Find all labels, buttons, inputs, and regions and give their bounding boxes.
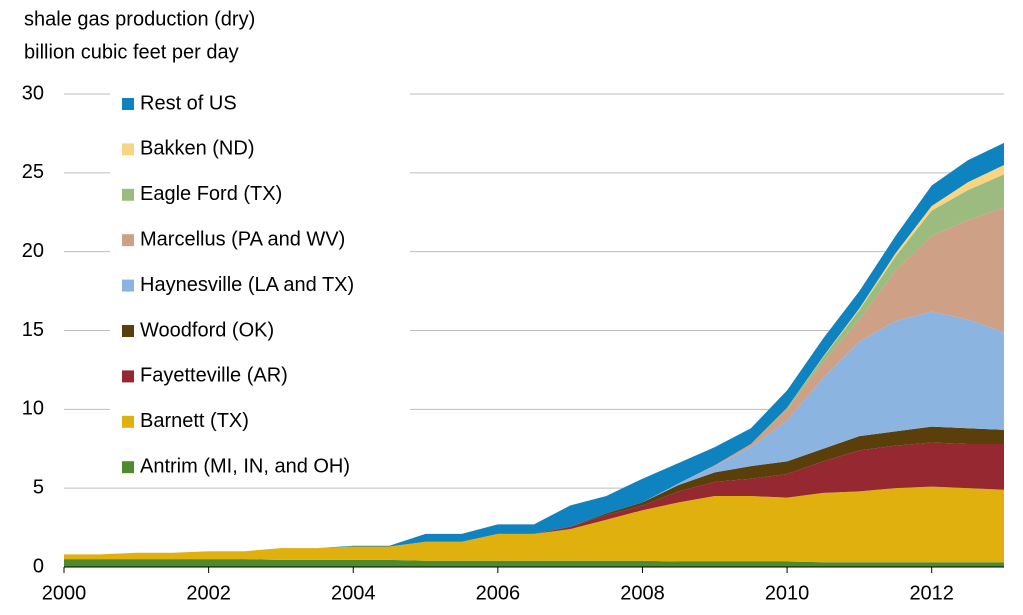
legend-label: Rest of US (140, 92, 237, 114)
legend-swatch (122, 98, 134, 110)
legend-label: Barnett (TX) (140, 410, 249, 432)
legend-swatch (122, 415, 134, 428)
legend-label: Marcellus (PA and WV) (140, 228, 345, 250)
legend-label: Woodford (OK) (140, 319, 274, 341)
area (64, 486, 1004, 563)
legend-label: Antrim (MI, IN, and OH) (140, 455, 350, 477)
x-tick-label: 2012 (909, 582, 954, 604)
legend-swatch (122, 279, 134, 292)
y-tick-label: 0 (33, 555, 44, 577)
y-tick-label: 15 (22, 319, 44, 341)
x-tick-label: 2010 (765, 582, 810, 604)
legend-swatch (122, 143, 134, 156)
area (64, 442, 1004, 555)
chart-subtitle: billion cubic feet per day (24, 41, 239, 63)
legend-swatch (122, 188, 134, 201)
x-tick-label: 2008 (620, 582, 665, 604)
areas (64, 142, 1004, 567)
legend: Rest of US Bakken (ND) Eagle Ford (TX) Marc… (110, 86, 410, 484)
axes: 0 5 10 15 20 25 30 2000 2002 2004 2006 2008 2010 2012 (22, 82, 1004, 604)
area (64, 559, 1004, 567)
legend-label: Bakken (ND) (140, 138, 254, 160)
legend-swatch (122, 234, 134, 247)
area (64, 207, 1004, 555)
legend-swatch (122, 370, 134, 383)
y-tick-label: 10 (22, 398, 44, 420)
x-tick-label: 2002 (186, 582, 231, 604)
legend-label: Haynesville (LA and TX) (140, 274, 354, 296)
legend-background (110, 86, 410, 484)
legend-label: Fayetteville (AR) (140, 365, 288, 387)
y-tick-label: 30 (22, 82, 44, 104)
legend-label: Eagle Ford (TX) (140, 183, 282, 205)
area (64, 426, 1004, 555)
x-tick-label: 2004 (331, 582, 376, 604)
y-tick-label: 5 (33, 476, 44, 498)
legend-swatch (122, 325, 134, 337)
chart-title: shale gas production (dry) (24, 8, 255, 30)
x-tick-label: 2006 (476, 582, 521, 604)
y-tick-label: 25 (22, 161, 44, 183)
area (64, 311, 1004, 555)
y-tick-label: 20 (22, 240, 44, 262)
x-tick-label: 2000 (42, 582, 87, 604)
legend-swatch (122, 461, 134, 474)
